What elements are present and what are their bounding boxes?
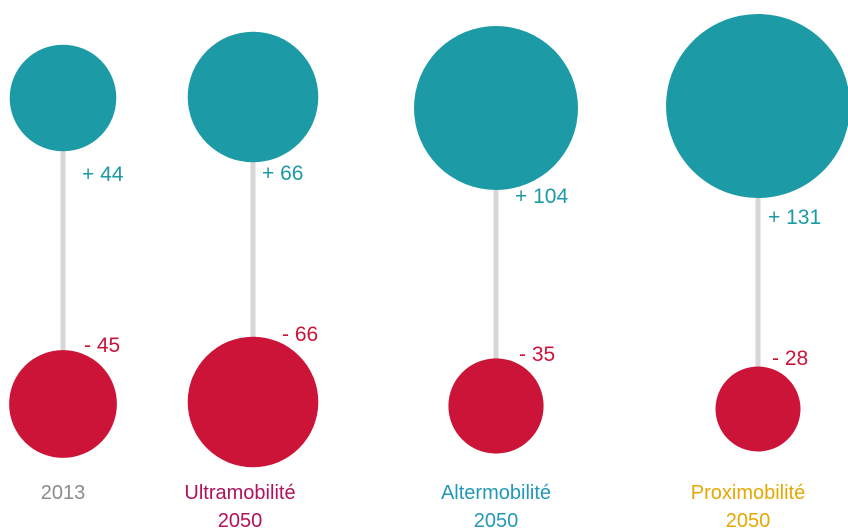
scenario-label: Altermobilité <box>441 482 551 504</box>
scenario-year-label: 2050 <box>474 510 519 532</box>
scenario-label: 2013 <box>41 482 86 504</box>
positive-bubble <box>187 31 319 163</box>
negative-bubble <box>9 350 117 458</box>
positive-value-label: + 131 <box>768 206 821 229</box>
negative-bubble <box>448 358 544 454</box>
negative-value-label: - 66 <box>282 323 318 346</box>
scenario-label: Ultramobilité <box>184 482 295 504</box>
positive-value-label: + 104 <box>515 185 568 208</box>
negative-value-label: - 45 <box>84 334 120 357</box>
scenario-year-label: 2050 <box>218 510 263 532</box>
negative-value-label: - 28 <box>772 347 808 370</box>
scenario-year-label: 2050 <box>726 510 771 532</box>
scenario-label: Proximobilité <box>691 482 805 504</box>
negative-value-label: - 35 <box>519 343 555 366</box>
positive-value-label: + 44 <box>82 163 124 186</box>
positive-bubble <box>414 26 578 190</box>
negative-bubble <box>715 366 801 452</box>
positive-bubble <box>9 44 117 152</box>
positive-value-label: + 66 <box>262 162 303 185</box>
negative-bubble <box>187 336 319 468</box>
positive-bubble <box>666 14 848 198</box>
